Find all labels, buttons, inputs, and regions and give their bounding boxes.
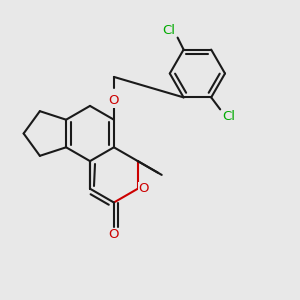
Text: O: O <box>139 182 149 195</box>
Text: O: O <box>109 94 119 107</box>
Text: O: O <box>109 228 119 241</box>
Text: Cl: Cl <box>223 110 236 123</box>
Text: Cl: Cl <box>162 24 175 37</box>
